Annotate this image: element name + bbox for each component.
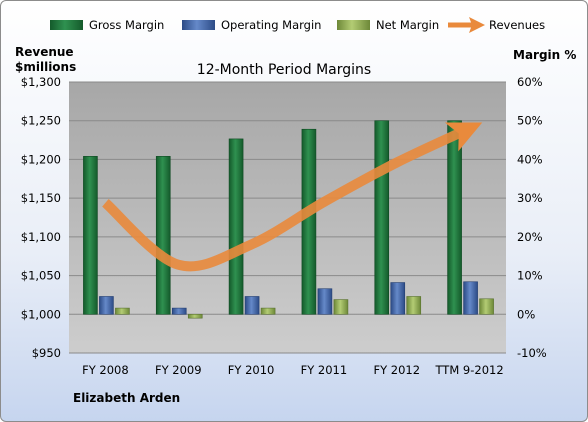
bar-net-margin — [406, 296, 422, 315]
legend-label-revenues: Revenues — [489, 18, 545, 32]
bar-net-margin — [115, 307, 130, 315]
legend-swatch-net-margin — [337, 20, 370, 30]
left-tick-label: $950 — [32, 346, 61, 360]
category-labels: FY 2008 FY 2009 FY 2010 FY 2011 FY 2012 TTM 9… — [82, 363, 504, 377]
legend-swatch-gross-margin — [50, 20, 83, 30]
bar-gross-margin — [447, 120, 462, 315]
legend-item-net-margin: Net Margin — [337, 18, 439, 32]
bar-net-margin — [479, 298, 494, 315]
plot-area — [69, 82, 506, 353]
right-axis-ticks: -10% 0% 10% 20% 30% 40% 50% 60% — [517, 75, 547, 360]
left-tick-label: $1,050 — [21, 269, 61, 283]
left-axis-label-line2: $millions — [15, 60, 76, 74]
legend-label-net-margin: Net Margin — [376, 18, 439, 32]
left-tick-label: $1,300 — [21, 75, 61, 89]
legend-label-gross-margin: Gross Margin — [89, 18, 164, 32]
right-tick-label: 10% — [517, 269, 543, 283]
category-label: FY 2012 — [373, 363, 420, 377]
category-label: FY 2009 — [155, 363, 202, 377]
right-tick-label: 40% — [517, 152, 543, 166]
right-axis-label: Margin % — [513, 48, 576, 62]
legend-item-operating-margin: Operating Margin — [182, 18, 321, 32]
bar-gross-margin — [155, 156, 171, 315]
bar-net-margin — [260, 307, 276, 315]
bar-gross-margin — [301, 128, 317, 315]
legend-item-revenues: Revenues — [448, 17, 545, 33]
legend-item-gross-margin: Gross Margin — [50, 18, 164, 32]
legend-arrowhead-icon — [469, 17, 485, 33]
bar-operating-margin — [317, 288, 333, 315]
category-label: TTM 9-2012 — [434, 363, 503, 377]
bar-operating-margin — [99, 296, 114, 315]
bar-net-margin — [187, 313, 203, 319]
left-tick-label: $1,100 — [21, 230, 61, 244]
right-tick-label: 0% — [517, 307, 535, 321]
right-tick-label: 50% — [517, 114, 543, 128]
left-tick-label: $1,200 — [21, 152, 61, 166]
right-tick-label: -10% — [517, 346, 547, 360]
right-tick-label: 20% — [517, 230, 543, 244]
left-tick-label: $1,000 — [21, 307, 61, 321]
revenues-line — [102, 122, 483, 272]
bar-operating-margin — [390, 282, 406, 315]
right-tick-label: 60% — [517, 75, 543, 89]
left-tick-label: $1,150 — [21, 191, 61, 205]
category-label: FY 2011 — [301, 363, 348, 377]
bar-gross-margin — [374, 120, 390, 315]
bar-operating-margin — [244, 296, 260, 315]
category-label: FY 2008 — [82, 363, 129, 377]
legend-swatch-operating-margin — [182, 20, 215, 30]
left-axis-ticks: $950 $1,000 $1,050 $1,100 $1,150 $1,200 $1,250… — [21, 75, 61, 360]
bar-net-margin — [333, 299, 349, 315]
category-label: FY 2010 — [228, 363, 275, 377]
revenue-line — [102, 122, 483, 272]
bar-operating-margin — [171, 307, 187, 315]
legend: Gross Margin Operating Margin Net Margin… — [50, 17, 545, 33]
company-label: Elizabeth Arden — [73, 391, 180, 405]
chart-title: 12-Month Period Margins — [197, 62, 371, 78]
left-tick-label: $1,250 — [21, 114, 61, 128]
bar-operating-margin — [463, 281, 478, 315]
bar-gross-margin — [83, 156, 98, 315]
bars — [83, 120, 494, 319]
right-tick-label: 30% — [517, 191, 543, 205]
legend-label-operating-margin: Operating Margin — [221, 18, 321, 32]
left-axis-label-line1: Revenue — [15, 45, 74, 59]
bar-gross-margin — [228, 138, 244, 315]
